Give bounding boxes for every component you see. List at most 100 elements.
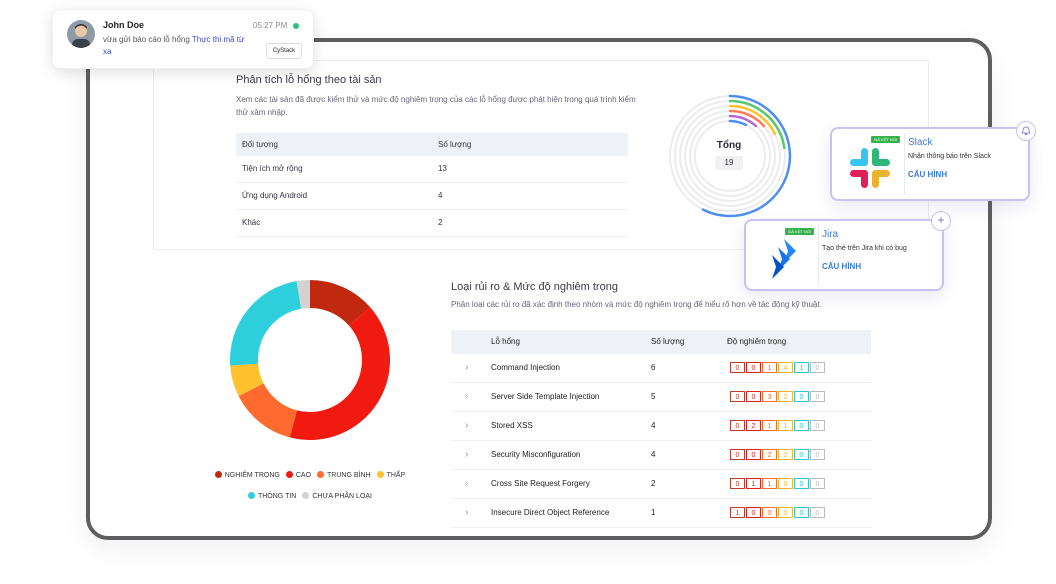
legend-swatch (285, 471, 293, 478)
severity-count-box: 0 (730, 478, 745, 489)
table-row[interactable]: › Command Injection 6 0 0 1 4 1 0 (451, 354, 871, 383)
risk-description: Phân loại các rủi ro đã xác định theo nh… (451, 300, 822, 309)
severity-count-box: 1 (730, 507, 745, 518)
vulnerability-count: 5 (651, 392, 656, 401)
connected-badge: ĐÃ KẾT NỐI (785, 228, 814, 235)
chevron-right-icon[interactable]: › (465, 478, 469, 489)
donut-slice (310, 280, 371, 326)
vulnerability-name: Insecure Direct Object Reference (491, 508, 610, 517)
legend-swatch (376, 471, 384, 478)
connected-badge: ĐÃ KẾT NỐI (871, 136, 900, 143)
severity-count-box: 0 (746, 362, 761, 373)
avatar (67, 20, 95, 48)
legend-label: THẤP (386, 472, 406, 479)
integration-description: Nhận thông báo trên Slack (908, 153, 991, 160)
severity-count-box: 1 (762, 362, 777, 373)
legend-swatch (247, 492, 255, 499)
configure-link[interactable]: CẤU HÌNH (822, 262, 862, 271)
severity-count-box: 0 (810, 420, 825, 431)
risk-rows: › Command Injection 6 0 0 1 4 1 0 › Server Side Te… (451, 354, 871, 528)
risk-title: Loại rủi ro & Mức độ nghiêm trọng (451, 281, 618, 293)
severity-count-box: 0 (730, 420, 745, 431)
severity-count-box: 0 (730, 362, 745, 373)
legend-label: CAO (295, 472, 312, 479)
severity-count-box: 0 (730, 391, 745, 402)
asset-target: Khác (242, 218, 261, 227)
chevron-right-icon[interactable]: › (465, 449, 469, 460)
vulnerability-count: 6 (651, 363, 656, 372)
integration-description: Tạo thẻ trên Jira khi có bug (822, 245, 907, 252)
chevron-right-icon[interactable]: › (465, 507, 469, 518)
integration-name: Slack (908, 137, 933, 148)
severity-count-box: 2 (746, 420, 761, 431)
ring-arc-segment (728, 119, 748, 127)
vulnerability-name: Command Injection (491, 363, 560, 372)
asset-target: Ứng dụng Android (242, 191, 308, 200)
bell-icon (1021, 126, 1031, 136)
ring-arc-segment (728, 109, 766, 128)
legend-item: NGHIÊM TRỌNG (214, 465, 280, 486)
table-row[interactable]: Ứng dụng Android 4 (236, 183, 628, 210)
table-row[interactable]: Tiện ích mở rộng 13 (236, 156, 628, 183)
vulnerability-count: 1 (651, 508, 656, 517)
notification-bell-button[interactable] (1016, 121, 1036, 141)
chevron-right-icon[interactable]: › (465, 391, 469, 402)
vulnerability-count: 4 (651, 421, 656, 430)
jira-integration-card[interactable]: ĐÃ KẾT NỐI Jira Tạo thẻ trên Jira khi có… (744, 219, 944, 291)
notification-toast[interactable]: John Doe 05:27 PM vừa gửi báo cáo lỗ hổn… (52, 9, 314, 69)
severity-count-box: 1 (746, 478, 761, 489)
chart-legend: NGHIÊM TRỌNG CAO TRUNG BÌNH THẤP THÔNG TIN CH… (200, 465, 420, 507)
donut-slice (296, 280, 310, 309)
slack-integration-card[interactable]: ĐÃ KẾT NỐI Slack Nhận thông báo trên Sla… (830, 127, 1030, 201)
configure-link[interactable]: CẤU HÌNH (908, 170, 948, 179)
legend-swatch (317, 471, 325, 478)
chevron-right-icon[interactable]: › (465, 362, 469, 373)
severity-count-box: 0 (746, 449, 761, 460)
column-header-target: Đối tượng (242, 140, 278, 149)
notification-time: 05:27 PM (253, 21, 288, 30)
table-row[interactable]: › Insecure Direct Object Reference 1 1 0 0 0 0 0 (451, 499, 871, 528)
severity-count-box: 1 (762, 420, 777, 431)
vulnerability-name: Security Misconfiguration (491, 450, 581, 459)
table-row[interactable]: › Security Misconfiguration 4 0 0 2 2 0 0 (451, 441, 871, 470)
asset-count: 13 (438, 164, 447, 173)
asset-target: Tiện ích mở rộng (242, 164, 303, 173)
donut-slice (289, 307, 390, 440)
vulnerability-link[interactable]: Thực thi mã từ xa (103, 35, 245, 56)
chevron-right-icon[interactable]: › (465, 420, 469, 431)
message-text: vừa gửi báo cáo lỗ hổng (103, 35, 190, 44)
vulnerability-count: 2 (651, 479, 656, 488)
asset-analysis-title: Phân tích lỗ hổng theo tài sản (236, 74, 382, 86)
table-row[interactable]: › Cross Site Request Forgery 2 0 1 1 0 0 0 (451, 470, 871, 499)
table-row[interactable]: › Stored XSS 4 0 2 1 1 0 0 (451, 412, 871, 441)
severity-count-box: 0 (746, 391, 761, 402)
table-row[interactable]: › Server Side Template Injection 5 0 0 3 2 0 0 (451, 383, 871, 412)
brand-badge: CyStack (266, 43, 302, 59)
total-label: Tổng (716, 140, 742, 151)
asset-count: 2 (438, 218, 443, 227)
table-row[interactable]: Khác 2 (236, 210, 628, 237)
severity-count-box: 0 (810, 391, 825, 402)
severity-count-box: 0 (778, 478, 793, 489)
asset-analysis-description: Xem các tài sản đã được kiểm thử và mức … (236, 95, 636, 117)
jira-logo-icon (772, 239, 796, 279)
asset-table-header: Đối tượng Số lượng (236, 133, 628, 156)
vulnerability-name: Cross Site Request Forgery (491, 479, 590, 488)
ring-arc-extensions (701, 94, 792, 218)
plus-icon: + (937, 213, 945, 227)
total-value: 19 (715, 156, 743, 170)
severity-count-box: 2 (778, 449, 793, 460)
severity-count-box: 0 (810, 507, 825, 518)
severity-count-box: 0 (794, 449, 809, 460)
legend-swatch (302, 492, 310, 499)
severity-count-box: 0 (794, 507, 809, 518)
legend-swatch (214, 471, 222, 478)
legend-item: CAO (285, 465, 312, 486)
risk-table: Lỗ hổng Số lượng Độ nghiêm trọng › Comman… (451, 330, 871, 528)
column-header-vulnerability: Lỗ hổng (491, 337, 520, 346)
add-integration-button[interactable]: + (931, 211, 951, 231)
